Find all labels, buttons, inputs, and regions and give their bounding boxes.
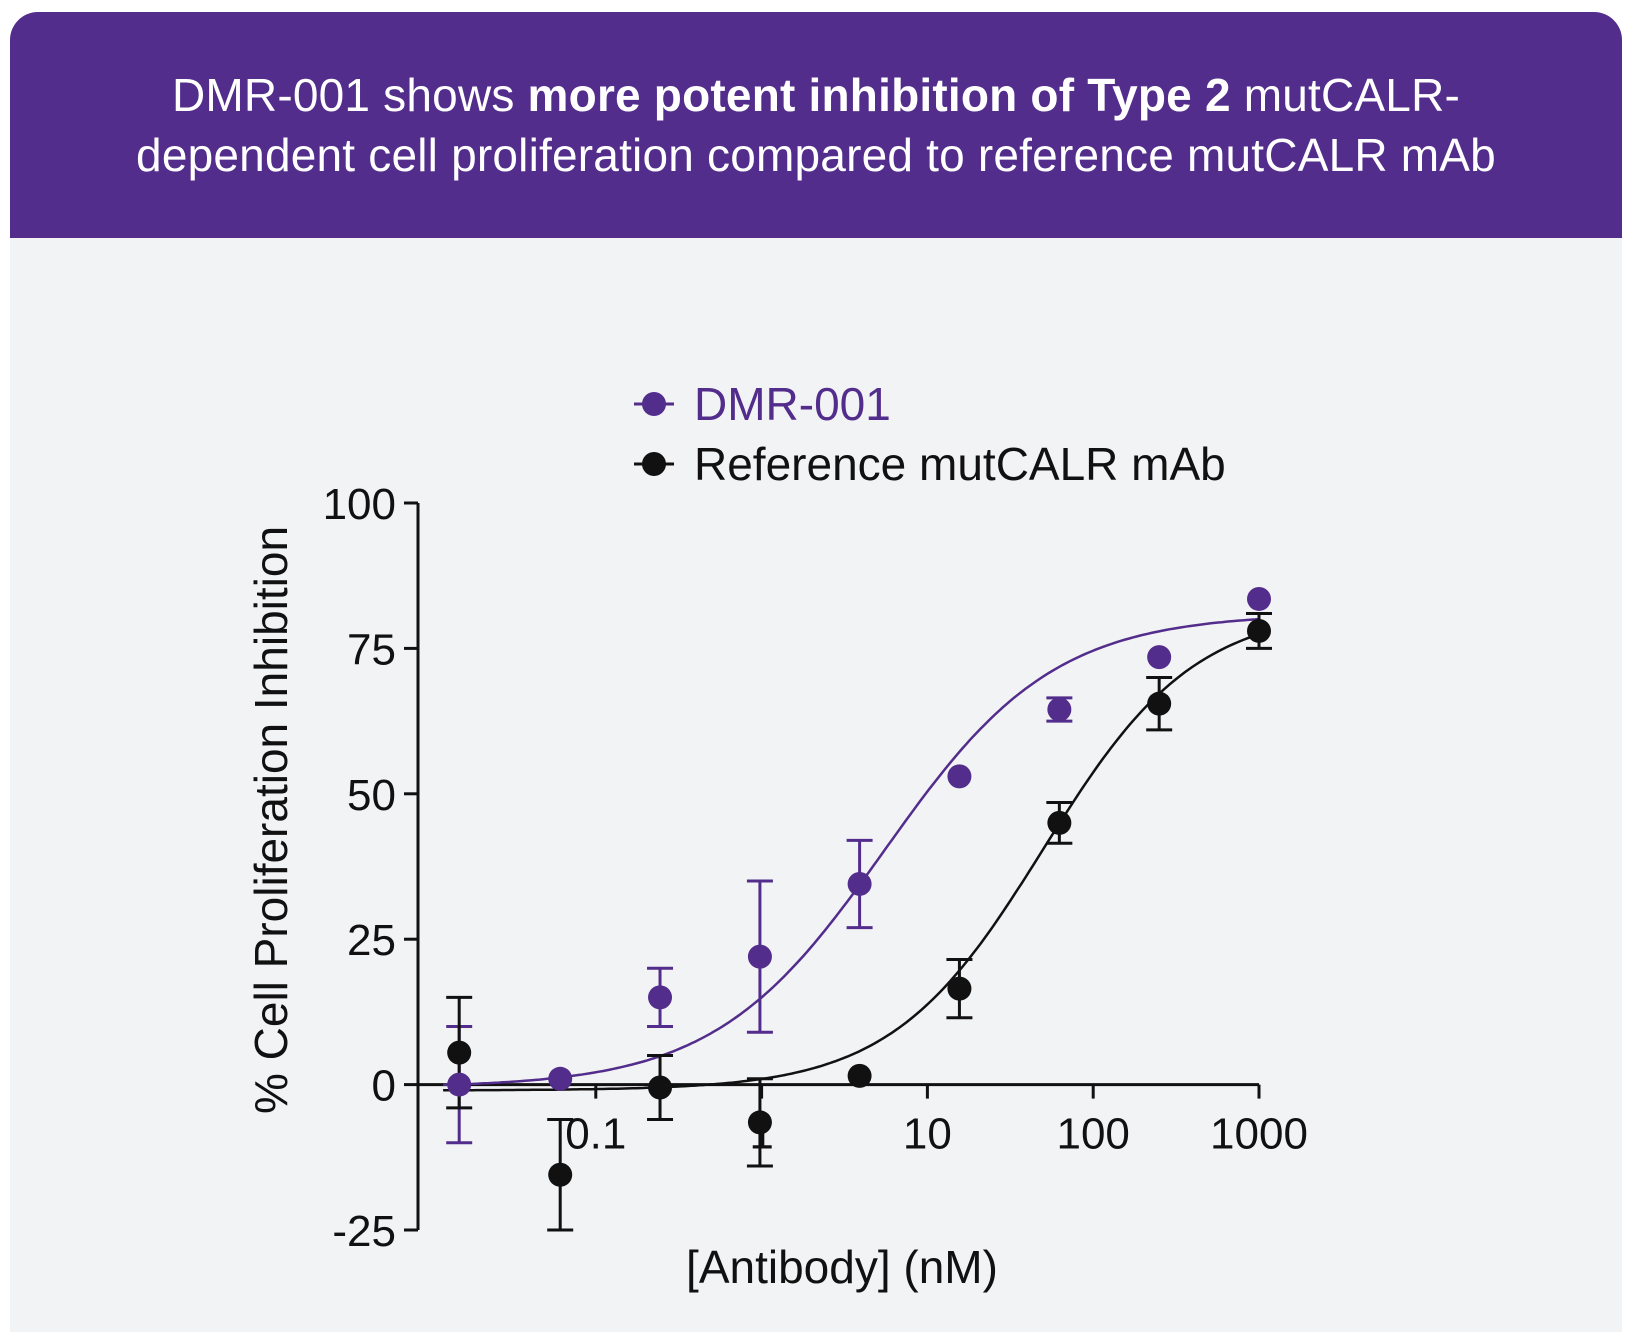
legend-marker-dot [642, 392, 666, 416]
data-point [747, 1110, 772, 1135]
fit-curves [443, 617, 1260, 1092]
legend-label: DMR-001 [694, 378, 891, 430]
data-point [847, 1063, 872, 1088]
data-point [648, 1075, 673, 1100]
x-tick-label: 0.1 [565, 1110, 626, 1159]
x-tick-label: 10 [903, 1110, 952, 1159]
header-banner: DMR-001 shows more potent inhibition of … [10, 12, 1622, 238]
y-tick-label: 25 [347, 916, 396, 965]
data-point [1247, 586, 1271, 611]
data-point [1147, 691, 1172, 716]
y-tick-label: 50 [347, 771, 396, 820]
header-text-regular-end: mutCALR- [1230, 69, 1461, 121]
data-points [447, 586, 1271, 1187]
data-point [648, 985, 673, 1010]
x-axis-label: [Antibody] (nM) [686, 1241, 998, 1293]
data-point [947, 764, 972, 789]
legend: DMR-001 Reference mutCALR mAb [634, 378, 1226, 490]
x-tick-label: 100 [1056, 1110, 1129, 1159]
data-point [1147, 645, 1172, 670]
data-point [548, 1066, 573, 1091]
data-point [548, 1162, 573, 1187]
data-point [847, 871, 872, 896]
legend-marker-dot [642, 452, 666, 476]
y-tick-label: 75 [347, 625, 396, 674]
data-point [447, 1040, 472, 1065]
data-point [947, 976, 972, 1001]
y-axis-label: % Cell Proliferation Inhibition [245, 526, 297, 1114]
data-point [1247, 618, 1271, 643]
data-point [1047, 697, 1072, 722]
fit-curve [443, 617, 1260, 1087]
data-point [447, 1072, 472, 1097]
header-text-regular: DMR-001 shows [171, 69, 528, 121]
data-point [747, 944, 772, 969]
header-line-2: dependent cell proliferation compared to… [136, 129, 1496, 181]
y-tick-label: 100 [323, 480, 396, 529]
figure-card: DMR-001 shows more potent inhibition of … [10, 12, 1622, 1332]
fit-curve [443, 633, 1260, 1092]
legend-label: Reference mutCALR mAb [694, 438, 1226, 490]
y-tick-label: -25 [332, 1207, 396, 1256]
x-tick-label: 1000 [1210, 1110, 1308, 1159]
header-text-bold: more potent inhibition of Type 2 [527, 69, 1231, 121]
header-line-1: DMR-001 shows more potent inhibition of … [172, 65, 1460, 125]
y-tick-label: 0 [372, 1062, 396, 1111]
data-point [1047, 810, 1072, 835]
